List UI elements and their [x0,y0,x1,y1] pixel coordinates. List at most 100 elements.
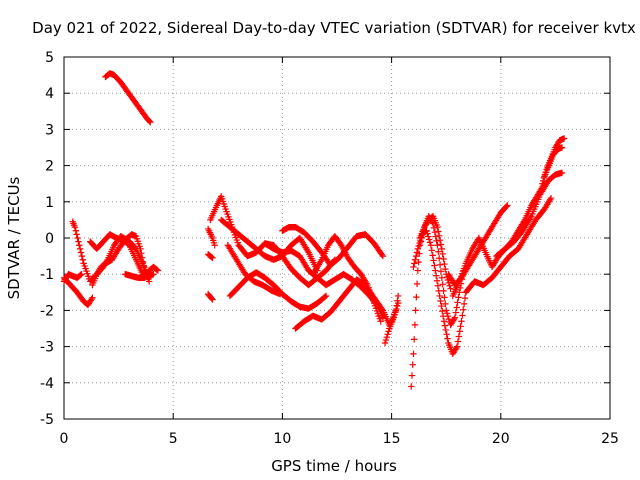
x-tick-label: 5 [169,431,178,447]
data-point [436,255,443,262]
data-point [441,294,448,301]
data-point [79,256,86,263]
y-tick-label: 1 [45,195,54,211]
data-point [460,300,468,308]
data-point [209,296,216,303]
data-point [455,333,463,340]
data-point [539,177,547,185]
data-point [428,247,435,254]
series-track-ac [541,144,566,180]
data-point [433,277,441,284]
data-point [425,233,432,240]
data-point [431,262,438,269]
series-track-f [121,263,162,282]
series-track-g [102,70,154,126]
data-point [378,305,386,313]
data-point [435,228,442,235]
data-point [437,297,444,305]
data-point [436,236,444,244]
x-tick-labels: 0 5 10 15 20 25 [60,431,619,447]
data-point [432,233,439,240]
data-point [139,258,147,266]
y-axis-label: SDTVAR / TECUs [5,176,23,299]
data-point [439,281,446,288]
data-point [432,272,440,279]
data-point [412,252,420,260]
data-point [381,339,389,347]
data-point [321,293,329,300]
data-point [409,361,416,368]
data-point [441,322,449,329]
series-track-e [87,231,157,280]
data-point [71,223,79,231]
data-point [504,202,511,209]
data-point [438,302,445,310]
x-tick-label: 0 [60,431,69,447]
data-point [430,257,437,264]
axis-ticks [63,56,611,420]
data-point [436,292,443,300]
data-point [439,307,446,315]
data-point [453,304,460,311]
data-point [558,144,566,151]
data-point [385,328,392,335]
data-point [453,344,460,352]
data-point [454,299,461,306]
x-axis-label: GPS time / hours [271,457,397,475]
data-point [77,271,84,279]
data-point [89,294,96,301]
y-tick-label: 5 [45,50,54,66]
data-point [209,254,216,262]
data-point [426,239,434,246]
data-point [450,315,458,323]
y-tick-label: 2 [45,159,54,175]
data-point [410,350,417,358]
data-point [438,274,446,282]
data-points [60,70,568,390]
series-track-h [204,290,216,303]
data-point [456,328,463,335]
x-tick-label: 10 [273,431,291,447]
data-point [447,285,454,292]
data-point [432,267,439,274]
data-point [378,251,386,258]
data-point [74,234,81,242]
y-tick-label: -1 [40,267,54,283]
series-track-j [204,251,216,262]
data-point [461,294,469,302]
data-point [547,194,555,202]
data-point [413,293,420,301]
data-point [436,261,444,268]
x-tick-label: 25 [601,431,619,447]
y-tick-label: 3 [45,122,54,138]
data-point [412,307,419,314]
data-point [453,343,461,350]
data-point [427,242,435,249]
data-point [429,218,436,226]
series-track-n [224,242,284,298]
data-point [147,118,154,126]
data-point [394,292,402,300]
data-point [414,245,422,253]
data-point [445,279,453,287]
data-point [408,383,415,390]
x-tick-label: 15 [383,431,401,447]
data-point [455,294,462,301]
data-point [424,230,431,237]
data-point [435,248,442,255]
data-point [410,336,418,343]
data-point [442,300,449,308]
data-point [76,245,84,253]
data-point [434,282,442,289]
data-point [457,323,464,330]
data-point [441,260,448,268]
series-track-b [60,274,96,309]
y-tick-label: -3 [40,340,54,356]
y-tick-label: -4 [40,376,54,392]
data-point [425,236,433,243]
data-point [438,245,446,253]
data-point [437,268,445,275]
data-point [423,227,430,234]
data-point [413,280,421,288]
